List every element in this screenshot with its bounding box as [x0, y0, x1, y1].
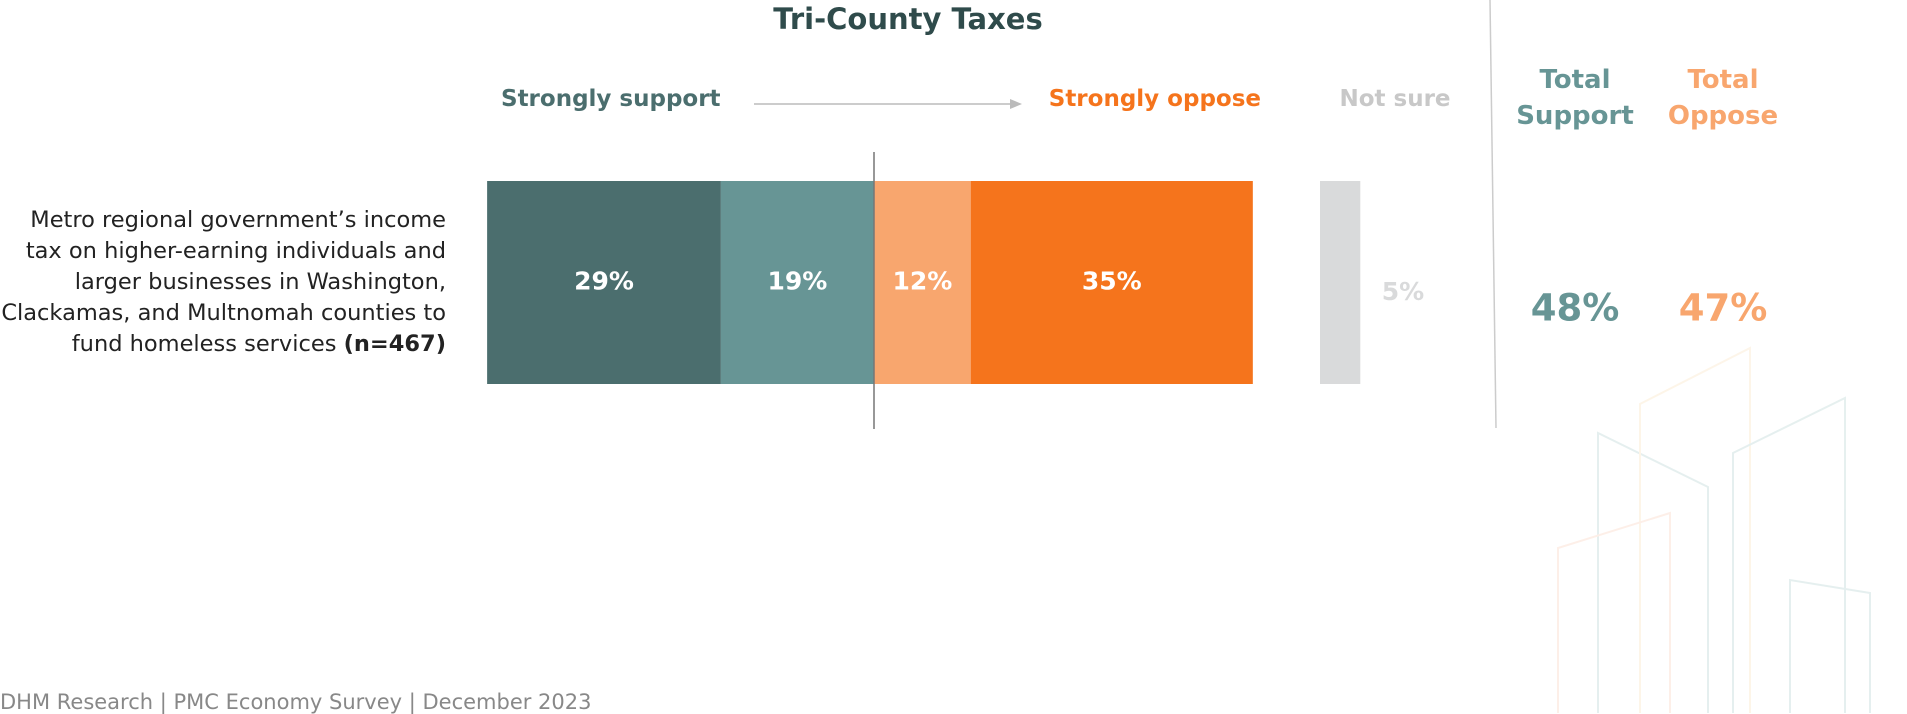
total-header: Total Support — [1516, 65, 1634, 131]
category-label: Metro regional government’s income tax o… — [0, 205, 446, 360]
value-label: 5% — [1382, 277, 1424, 306]
building — [1789, 578, 1871, 713]
bar — [874, 181, 971, 384]
value-label: 12% — [892, 267, 952, 296]
building — [1732, 396, 1846, 713]
value-label: 29% — [574, 267, 634, 296]
total-header: Total Oppose — [1667, 65, 1779, 131]
category-text: Metro regional government’s income tax o… — [1, 207, 446, 357]
building — [1639, 346, 1751, 713]
source: DHM Research | PMC Economy Survey | Dece… — [0, 690, 592, 714]
legend-header: Not sure — [1339, 86, 1451, 112]
bar — [720, 181, 874, 384]
sample-size: (n=467) — [343, 331, 446, 357]
decor — [1557, 346, 1871, 713]
value-label: 19% — [768, 267, 828, 296]
total-value: 47% — [1679, 287, 1768, 330]
building — [1557, 511, 1671, 713]
total-value: 48% — [1531, 287, 1620, 330]
arrow-head — [1010, 99, 1022, 109]
legend-header: Strongly support — [501, 86, 721, 112]
building — [1597, 431, 1709, 713]
legend-header: Strongly oppose — [1048, 86, 1261, 112]
chart-title: Tri-County Taxes — [773, 2, 1043, 36]
bar — [487, 181, 721, 384]
value-label: 35% — [1082, 267, 1142, 296]
bar — [970, 181, 1253, 384]
divider — [1489, 0, 1497, 429]
bar — [1320, 181, 1361, 384]
